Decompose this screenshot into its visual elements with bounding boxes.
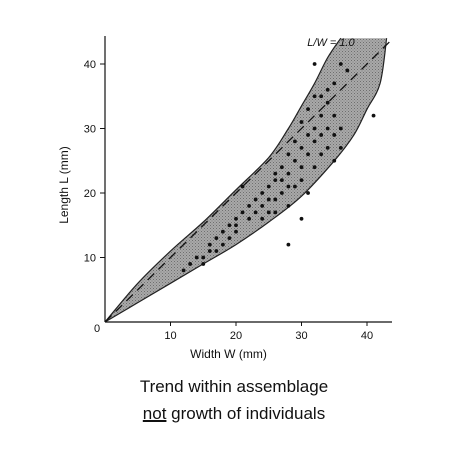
data-point	[306, 107, 310, 112]
annotation-lw-ratio: L/W = 1.0	[307, 37, 355, 49]
data-point	[286, 152, 291, 157]
data-point	[273, 197, 278, 202]
data-point	[234, 216, 238, 221]
data-point	[214, 236, 219, 241]
data-point	[207, 242, 212, 247]
data-point	[279, 165, 284, 170]
data-point	[221, 229, 225, 234]
data-point	[260, 191, 265, 195]
data-point	[312, 165, 317, 170]
data-point	[293, 139, 297, 144]
data-point	[221, 242, 225, 247]
envelope-upper-edge	[104, 37, 342, 323]
data-point	[325, 126, 330, 131]
data-point	[188, 262, 193, 266]
data-point	[371, 113, 376, 118]
data-point	[332, 113, 337, 118]
data-point	[253, 197, 258, 202]
data-point	[279, 191, 284, 195]
reference-line	[104, 37, 394, 323]
data-point	[207, 249, 212, 253]
data-point	[273, 210, 278, 215]
data-point	[266, 210, 271, 215]
data-point	[286, 171, 291, 176]
data-point	[319, 133, 324, 137]
data-point	[214, 249, 219, 253]
data-point	[312, 126, 317, 131]
data-point	[332, 133, 337, 137]
x-tick-label: 10	[164, 330, 176, 342]
data-point	[293, 158, 297, 163]
data-point	[312, 139, 317, 144]
x-axis-label: Width W (mm)	[190, 347, 267, 361]
envelope-lower-edge	[104, 38, 388, 323]
scatter-chart: 10 20 30 40 10 20 30 40 0 Width W (mm) Length L (m…	[57, 36, 394, 361]
data-point	[312, 94, 317, 99]
data-point	[332, 81, 337, 86]
data-point	[325, 145, 330, 150]
data-point	[266, 184, 271, 189]
data-point	[345, 68, 350, 73]
data-point	[306, 191, 310, 195]
data-point	[247, 204, 252, 208]
data-point	[273, 171, 278, 176]
data-point	[338, 126, 343, 131]
data-point	[253, 210, 258, 215]
data-point	[319, 113, 324, 118]
data-point	[338, 145, 343, 150]
caption-line-2: not growth of individuals	[0, 404, 468, 424]
data-point	[325, 87, 330, 92]
data-point	[201, 255, 206, 260]
data-point	[319, 152, 324, 157]
data-point	[234, 223, 238, 228]
data-point	[299, 178, 304, 183]
data-point	[240, 184, 245, 189]
y-tick-label: 40	[84, 59, 96, 71]
data-point	[286, 184, 291, 189]
y-tick-label: 20	[84, 188, 96, 200]
x-tick-label: 40	[361, 330, 373, 342]
data-point	[260, 204, 265, 208]
data-point	[273, 178, 278, 183]
data-point	[286, 204, 291, 208]
data-point	[181, 268, 186, 273]
data-point	[194, 255, 199, 260]
x-tick-label: 30	[295, 330, 307, 342]
data-point	[227, 236, 232, 241]
data-point	[247, 216, 252, 221]
caption-line-2-rest: growth of individuals	[166, 404, 326, 423]
caption-line-1: Trend within assemblage	[139, 377, 329, 396]
envelope-band	[105, 38, 387, 322]
data-point	[286, 242, 291, 247]
data-point	[338, 62, 343, 66]
data-point	[332, 158, 337, 163]
x-tick-label: 20	[230, 330, 242, 342]
y-tick-label: 10	[84, 253, 96, 265]
data-point	[227, 223, 232, 228]
y-axis-label: Length L (mm)	[57, 146, 71, 224]
y-tick-label: 30	[84, 124, 96, 136]
data-point	[306, 133, 310, 137]
data-point	[240, 210, 245, 215]
data-point	[312, 62, 317, 66]
data-point	[299, 145, 304, 150]
data-point	[325, 100, 330, 105]
data-point	[266, 197, 271, 202]
origin-label: 0	[94, 323, 100, 335]
data-point	[299, 165, 304, 170]
caption-not-word: not	[142, 404, 167, 423]
data-point	[293, 184, 297, 189]
data-point	[319, 94, 324, 99]
data-point	[260, 216, 265, 221]
data-point	[299, 120, 304, 124]
data-point	[299, 216, 304, 221]
data-point	[234, 229, 238, 234]
data-point	[306, 152, 310, 157]
data-point	[279, 178, 284, 183]
data-point	[201, 262, 206, 266]
